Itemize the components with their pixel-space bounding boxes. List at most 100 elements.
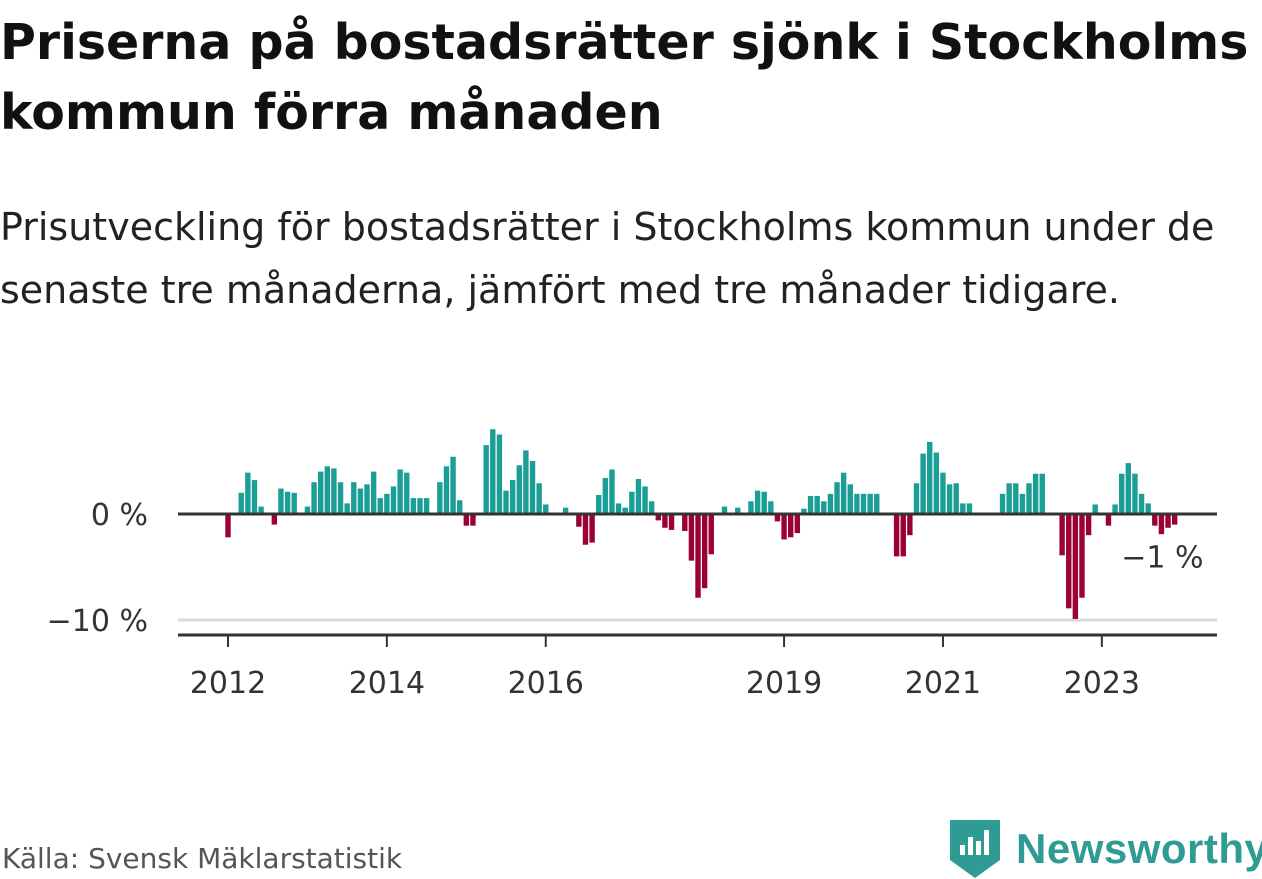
bar[interactable]: [602, 477, 609, 514]
bar[interactable]: [490, 429, 496, 514]
bar[interactable]: [781, 514, 787, 540]
bar[interactable]: [1059, 514, 1065, 556]
bar[interactable]: [662, 514, 668, 528]
bar[interactable]: [860, 493, 867, 514]
bar[interactable]: [496, 434, 503, 515]
bar[interactable]: [960, 503, 966, 514]
bar[interactable]: [271, 514, 278, 525]
bar[interactable]: [390, 486, 397, 514]
bar[interactable]: [1132, 473, 1138, 514]
bar[interactable]: [278, 488, 284, 514]
bar[interactable]: [311, 482, 317, 514]
bar[interactable]: [357, 488, 364, 514]
bar[interactable]: [582, 514, 589, 545]
bar[interactable]: [774, 514, 781, 522]
bar[interactable]: [509, 480, 516, 514]
bar[interactable]: [635, 479, 642, 514]
bar[interactable]: [324, 466, 330, 514]
bar[interactable]: [1072, 514, 1079, 619]
bar[interactable]: [907, 514, 913, 536]
bar[interactable]: [893, 514, 900, 557]
bar[interactable]: [437, 482, 443, 514]
bar[interactable]: [410, 498, 417, 514]
bar[interactable]: [946, 484, 953, 514]
bar[interactable]: [648, 501, 655, 514]
bar[interactable]: [1138, 493, 1145, 514]
bar[interactable]: [854, 493, 860, 514]
bar[interactable]: [655, 514, 661, 521]
bar[interactable]: [417, 498, 423, 514]
bar[interactable]: [1079, 514, 1085, 598]
bar[interactable]: [708, 514, 714, 555]
bar[interactable]: [1013, 483, 1019, 514]
bar[interactable]: [404, 472, 410, 514]
bar[interactable]: [523, 450, 529, 514]
bar[interactable]: [1105, 514, 1112, 526]
bar[interactable]: [913, 483, 920, 514]
bar[interactable]: [1026, 483, 1032, 514]
bar[interactable]: [576, 514, 582, 527]
bar[interactable]: [900, 514, 906, 557]
bar[interactable]: [927, 441, 933, 514]
bar[interactable]: [1039, 473, 1045, 514]
bar[interactable]: [337, 482, 344, 514]
bar[interactable]: [629, 491, 635, 514]
bar[interactable]: [953, 483, 959, 514]
bar[interactable]: [840, 472, 847, 514]
bar[interactable]: [609, 469, 615, 514]
bar[interactable]: [1066, 514, 1072, 609]
bar[interactable]: [238, 492, 244, 514]
bar[interactable]: [483, 445, 489, 514]
bar[interactable]: [814, 495, 820, 514]
bar[interactable]: [1112, 504, 1118, 514]
bar[interactable]: [1165, 514, 1171, 528]
bar[interactable]: [999, 493, 1006, 514]
bar[interactable]: [450, 456, 456, 514]
bar[interactable]: [761, 491, 767, 514]
bar[interactable]: [794, 514, 801, 534]
bar[interactable]: [788, 514, 794, 538]
bar[interactable]: [827, 493, 834, 514]
bar[interactable]: [457, 500, 463, 514]
bar[interactable]: [516, 465, 522, 514]
bar[interactable]: [748, 501, 754, 514]
bar[interactable]: [364, 484, 370, 514]
bar[interactable]: [251, 480, 258, 514]
bar[interactable]: [1085, 514, 1092, 536]
bar[interactable]: [370, 471, 377, 514]
bar[interactable]: [562, 507, 569, 514]
bar[interactable]: [920, 453, 926, 514]
bar[interactable]: [867, 493, 873, 514]
bar[interactable]: [821, 501, 827, 514]
bar[interactable]: [443, 466, 450, 514]
bar[interactable]: [834, 482, 840, 514]
bar[interactable]: [596, 494, 602, 514]
bar[interactable]: [801, 508, 807, 514]
bar[interactable]: [735, 507, 741, 514]
bar[interactable]: [225, 514, 231, 538]
bar[interactable]: [1019, 493, 1026, 514]
bar[interactable]: [1006, 483, 1012, 514]
bar[interactable]: [384, 493, 390, 514]
bar[interactable]: [1158, 514, 1165, 535]
bar[interactable]: [304, 506, 311, 514]
bar[interactable]: [1145, 503, 1151, 514]
bar[interactable]: [701, 514, 708, 589]
bar[interactable]: [1119, 473, 1125, 514]
bar[interactable]: [642, 486, 648, 514]
bar[interactable]: [1092, 504, 1098, 514]
bar[interactable]: [331, 468, 337, 514]
bar[interactable]: [1152, 514, 1158, 526]
bar[interactable]: [536, 483, 542, 514]
bar[interactable]: [688, 514, 695, 561]
bar[interactable]: [463, 514, 470, 526]
bar[interactable]: [423, 498, 430, 514]
bar[interactable]: [344, 503, 350, 514]
bar[interactable]: [768, 501, 774, 514]
bar[interactable]: [933, 452, 940, 514]
bar[interactable]: [622, 507, 628, 514]
bar[interactable]: [615, 503, 622, 514]
bar[interactable]: [377, 498, 383, 514]
newsworthy-logo[interactable]: Newsworthy: [950, 819, 1262, 879]
bar[interactable]: [317, 471, 324, 514]
